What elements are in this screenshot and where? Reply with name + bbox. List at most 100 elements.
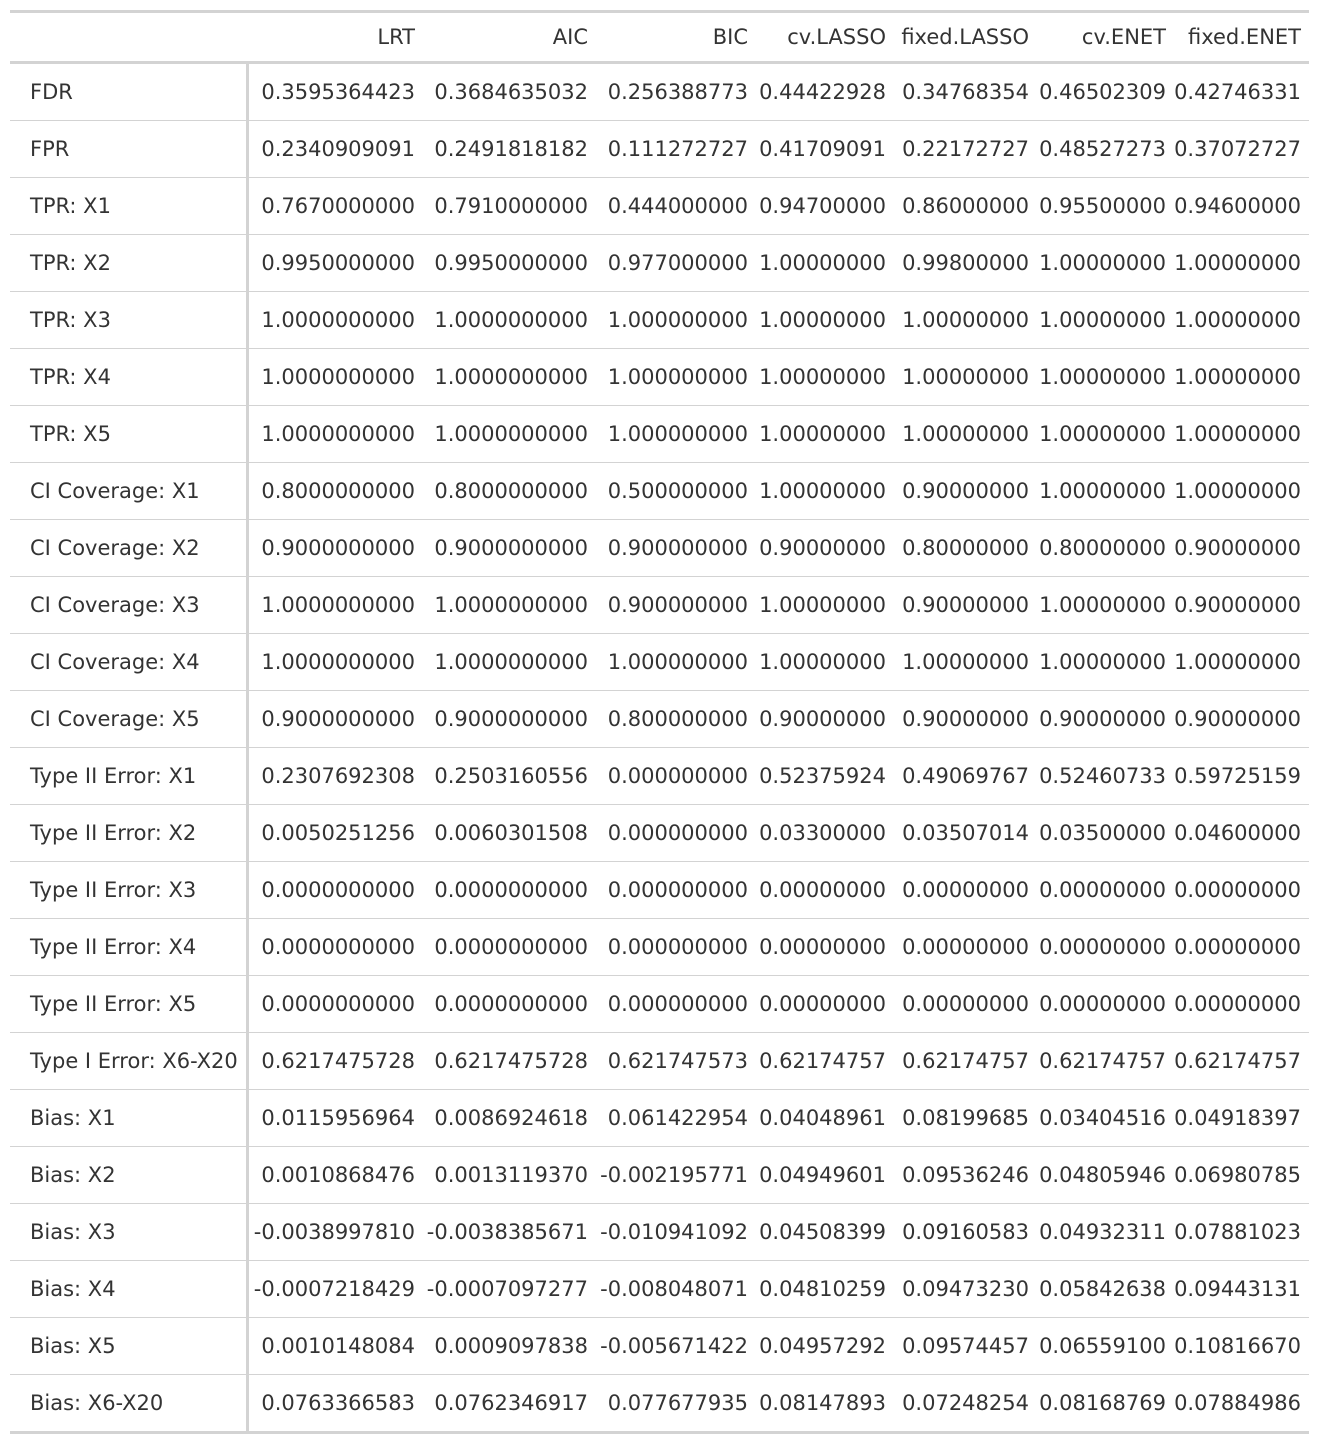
table-row: CI Coverage: X3 1.0000000000 1.0000000000 0… — [10, 576, 1309, 634]
column-header: cv.ENET — [1081, 25, 1166, 49]
table-cell: 1.00000000 — [1174, 348, 1309, 406]
table-cell: -0.008048071 — [596, 1260, 756, 1318]
table-cell: 0.9000000000 — [247, 690, 423, 748]
table-row: CI Coverage: X2 0.9000000000 0.9000000000 0… — [10, 519, 1309, 577]
row-label: Type II Error: X4 — [10, 918, 249, 976]
table-cell: -0.0007218429 — [247, 1260, 423, 1318]
table-cell: 0.09574457 — [894, 1317, 1037, 1375]
table-cell: 0.22172727 — [894, 120, 1037, 178]
table-cell: 0.59725159 — [1174, 747, 1309, 805]
table-cell: 0.00000000 — [756, 918, 894, 976]
table-cell: 1.00000000 — [1037, 462, 1174, 520]
table-cell: 0.04600000 — [1174, 804, 1309, 862]
table-cell: 0.90000000 — [1174, 576, 1309, 634]
table-cell: 1.00000000 — [1174, 234, 1309, 292]
table-cell: 0.90000000 — [756, 519, 894, 577]
table-cell: 0.8000000000 — [247, 462, 423, 520]
table-row: Bias: X3 -0.0038997810 -0.0038385671 -0.010… — [10, 1203, 1309, 1261]
table-cell: -0.0007097277 — [423, 1260, 596, 1318]
row-label: FDR — [10, 62, 249, 121]
table-cell: 0.90000000 — [894, 576, 1037, 634]
table-row: CI Coverage: X1 0.8000000000 0.8000000000 0… — [10, 462, 1309, 520]
table-cell: 0.800000000 — [596, 690, 756, 748]
row-label: CI Coverage: X5 — [10, 690, 249, 748]
table-cell: 0.0115956964 — [247, 1089, 423, 1147]
table-row: Type I Error: X6-X20 0.6217475728 0.621747… — [10, 1032, 1309, 1090]
table-cell: 0.00000000 — [1174, 918, 1309, 976]
table-cell: 0.03300000 — [756, 804, 894, 862]
table-row: FPR 0.2340909091 0.2491818182 0.111272727 0.… — [10, 120, 1309, 178]
table-cell: 0.8000000000 — [423, 462, 596, 520]
table-cell: 0.04932311 — [1037, 1203, 1174, 1261]
row-label: CI Coverage: X3 — [10, 576, 249, 634]
table-row: Type II Error: X2 0.0050251256 0.006030150… — [10, 804, 1309, 862]
table-cell: 1.00000000 — [1174, 405, 1309, 463]
table-cell: 1.00000000 — [894, 291, 1037, 349]
row-label: CI Coverage: X2 — [10, 519, 249, 577]
row-label: CI Coverage: X4 — [10, 633, 249, 691]
table-cell: 0.08168769 — [1037, 1374, 1174, 1434]
table-cell: 0.7910000000 — [423, 177, 596, 235]
table-cell: 0.90000000 — [1037, 690, 1174, 748]
table-cell: 0.900000000 — [596, 576, 756, 634]
table-cell: 1.00000000 — [1037, 576, 1174, 634]
table-cell: 0.000000000 — [596, 861, 756, 919]
table-row: Type II Error: X3 0.0000000000 0.000000000… — [10, 861, 1309, 919]
table-cell: 0.48527273 — [1037, 120, 1174, 178]
row-label: Bias: X5 — [10, 1317, 249, 1375]
table-row: FDR 0.3595364423 0.3684635032 0.256388773 0.… — [10, 62, 1309, 121]
row-label: Type II Error: X5 — [10, 975, 249, 1033]
table-cell: 0.04805946 — [1037, 1146, 1174, 1204]
table-cell: 1.00000000 — [1037, 234, 1174, 292]
header-row: LRT AIC BIC cv.LASSO fixed.LASSO cv.ENET fixed… — [10, 11, 1309, 63]
table-cell: -0.0038997810 — [247, 1203, 423, 1261]
table-cell: 0.0000000000 — [247, 861, 423, 919]
table-cell: 0.62174757 — [894, 1032, 1037, 1090]
table-cell: 0.3595364423 — [261, 80, 415, 104]
table-cell: 0.0000000000 — [247, 975, 423, 1033]
table-cell: 0.2491818182 — [423, 120, 596, 178]
results-table-container: LRT AIC BIC cv.LASSO fixed.LASSO cv.ENET fixed… — [10, 10, 1309, 1434]
table-row: Bias: X4 -0.0007218429 -0.0007097277 -0.008… — [10, 1260, 1309, 1318]
column-header: LRT — [377, 25, 415, 49]
table-cell: 0.41709091 — [756, 120, 894, 178]
table-cell: 0.04918397 — [1174, 1089, 1309, 1147]
table-cell: 0.0010148084 — [247, 1317, 423, 1375]
table-cell: 0.62174757 — [756, 1032, 894, 1090]
table-cell: 0.90000000 — [894, 462, 1037, 520]
table-cell: 0.00000000 — [1037, 861, 1174, 919]
table-cell: 0.06980785 — [1174, 1146, 1309, 1204]
table-cell: 0.621747573 — [596, 1032, 756, 1090]
table-row: Bias: X1 0.0115956964 0.0086924618 0.061422… — [10, 1089, 1309, 1147]
table-row: Bias: X5 0.0010148084 0.0009097838 -0.00567… — [10, 1317, 1309, 1375]
table-cell: 0.07884986 — [1174, 1374, 1309, 1434]
table-cell: 0.62174757 — [1174, 1032, 1309, 1090]
table-cell: 0.94600000 — [1174, 177, 1309, 235]
row-label: Bias: X2 — [10, 1146, 249, 1204]
table-cell: 0.80000000 — [894, 519, 1037, 577]
table-cell: 0.37072727 — [1174, 120, 1309, 178]
table-cell: 1.0000000000 — [423, 348, 596, 406]
table-cell: 1.00000000 — [1174, 633, 1309, 691]
table-cell: 1.000000000 — [596, 291, 756, 349]
row-label: Bias: X6-X20 — [10, 1374, 249, 1434]
table-row: Type II Error: X4 0.0000000000 0.000000000… — [10, 918, 1309, 976]
table-cell: 0.90000000 — [894, 690, 1037, 748]
table-row: TPR: X4 1.0000000000 1.0000000000 1.0000000… — [10, 348, 1309, 406]
table-cell: 1.00000000 — [756, 291, 894, 349]
table-cell: 1.00000000 — [1174, 462, 1309, 520]
table-cell: 0.07248254 — [894, 1374, 1037, 1434]
table-cell: 0.9000000000 — [423, 519, 596, 577]
table-cell: -0.010941092 — [596, 1203, 756, 1261]
column-header: AIC — [552, 25, 588, 49]
column-header: BIC — [712, 25, 748, 49]
table-cell: 0.04508399 — [756, 1203, 894, 1261]
table-cell: 0.80000000 — [1037, 519, 1174, 577]
table-cell: 1.0000000000 — [423, 405, 596, 463]
row-label: TPR: X3 — [10, 291, 249, 349]
table-cell: 0.0000000000 — [423, 861, 596, 919]
column-header: fixed.ENET — [1187, 25, 1301, 49]
table-cell: 0.000000000 — [596, 747, 756, 805]
table-cell: 0.94700000 — [756, 177, 894, 235]
table-cell: 0.62174757 — [1037, 1032, 1174, 1090]
